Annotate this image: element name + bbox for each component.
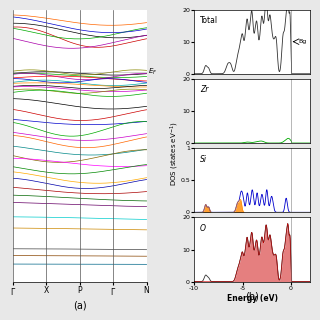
Text: Si: Si xyxy=(200,155,207,164)
Text: (a): (a) xyxy=(73,301,86,311)
Text: Zr: Zr xyxy=(200,85,208,94)
Text: Total: Total xyxy=(200,16,218,25)
Text: $E_F$: $E_F$ xyxy=(148,67,157,77)
X-axis label: Energy (eV): Energy (eV) xyxy=(227,293,278,302)
Text: DOS (states eV$^{-1}$): DOS (states eV$^{-1}$) xyxy=(168,121,180,186)
Text: (b): (b) xyxy=(245,292,259,301)
Text: O: O xyxy=(200,224,206,233)
Text: Bg: Bg xyxy=(298,39,306,44)
